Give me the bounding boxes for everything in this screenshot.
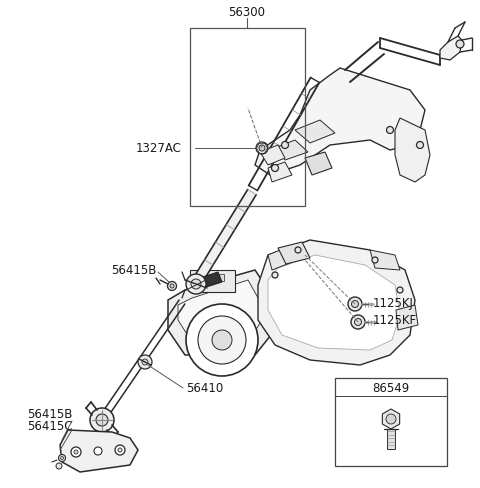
Circle shape xyxy=(168,282,177,290)
Circle shape xyxy=(351,315,365,329)
Text: 1125KJ: 1125KJ xyxy=(373,297,414,309)
Text: 56415B: 56415B xyxy=(27,407,72,421)
Text: 86549: 86549 xyxy=(372,382,409,394)
Circle shape xyxy=(71,447,81,457)
Polygon shape xyxy=(305,152,332,175)
Circle shape xyxy=(256,142,268,154)
Bar xyxy=(335,378,447,466)
Circle shape xyxy=(212,330,232,350)
Circle shape xyxy=(115,445,125,455)
Bar xyxy=(190,28,305,206)
Circle shape xyxy=(259,145,265,151)
Polygon shape xyxy=(370,250,400,270)
Circle shape xyxy=(94,447,102,455)
Polygon shape xyxy=(278,242,310,264)
Circle shape xyxy=(186,274,206,294)
Polygon shape xyxy=(268,248,290,270)
Circle shape xyxy=(372,257,378,263)
Polygon shape xyxy=(260,145,285,165)
Polygon shape xyxy=(168,270,275,355)
Circle shape xyxy=(456,40,464,48)
Polygon shape xyxy=(295,120,335,143)
Polygon shape xyxy=(396,305,418,330)
Polygon shape xyxy=(255,68,425,175)
Polygon shape xyxy=(194,189,256,283)
Polygon shape xyxy=(395,118,430,182)
Circle shape xyxy=(295,247,301,253)
Text: 1327AC: 1327AC xyxy=(136,142,182,155)
Polygon shape xyxy=(383,409,400,429)
Bar xyxy=(387,429,395,449)
Circle shape xyxy=(186,304,258,376)
Polygon shape xyxy=(268,162,292,182)
Circle shape xyxy=(142,359,148,365)
Circle shape xyxy=(191,279,201,289)
Text: 56410: 56410 xyxy=(186,382,223,394)
Text: 56415B: 56415B xyxy=(111,264,156,278)
Polygon shape xyxy=(200,272,222,288)
Polygon shape xyxy=(178,280,262,342)
Circle shape xyxy=(281,142,288,148)
Bar xyxy=(212,274,224,281)
Circle shape xyxy=(272,272,278,278)
Text: 1125KF: 1125KF xyxy=(373,314,417,327)
Circle shape xyxy=(348,297,362,311)
Circle shape xyxy=(198,316,246,364)
Circle shape xyxy=(96,414,108,426)
Text: 56415C: 56415C xyxy=(27,420,72,432)
Bar xyxy=(190,270,235,292)
Polygon shape xyxy=(258,240,415,365)
Circle shape xyxy=(74,450,78,454)
Polygon shape xyxy=(268,255,400,350)
Circle shape xyxy=(386,414,396,424)
Polygon shape xyxy=(440,36,462,60)
Polygon shape xyxy=(275,140,308,160)
Circle shape xyxy=(417,142,423,148)
Text: 56300: 56300 xyxy=(228,6,265,20)
Circle shape xyxy=(138,355,152,369)
Circle shape xyxy=(90,408,114,432)
Circle shape xyxy=(59,454,65,462)
Circle shape xyxy=(60,456,63,460)
Bar xyxy=(195,274,207,281)
Circle shape xyxy=(272,164,278,171)
Circle shape xyxy=(355,319,361,325)
Circle shape xyxy=(118,448,122,452)
Circle shape xyxy=(386,126,394,134)
Polygon shape xyxy=(60,430,138,472)
Circle shape xyxy=(170,284,174,288)
Circle shape xyxy=(397,287,403,293)
Circle shape xyxy=(351,301,359,307)
Circle shape xyxy=(56,463,62,469)
